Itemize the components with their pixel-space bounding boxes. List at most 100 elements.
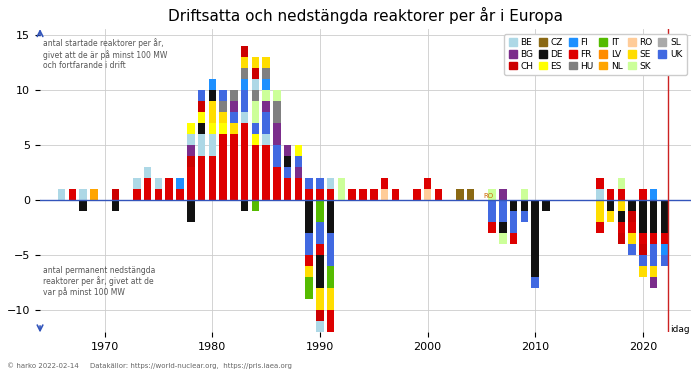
Bar [617, 233, 625, 244]
Bar [241, 79, 248, 90]
Bar [499, 233, 507, 244]
Bar [316, 189, 323, 200]
Bar [661, 255, 668, 266]
Bar [521, 211, 528, 222]
Bar [198, 112, 205, 123]
Bar [510, 211, 517, 233]
Bar [133, 189, 141, 200]
Bar [69, 189, 76, 200]
Bar [209, 79, 216, 90]
Bar [316, 222, 323, 244]
Bar [251, 101, 259, 123]
Bar [284, 145, 291, 156]
Bar [542, 200, 550, 211]
Bar [531, 277, 539, 288]
Bar [219, 112, 227, 123]
Bar [607, 200, 615, 211]
Bar [617, 189, 625, 200]
Bar [489, 200, 496, 222]
Bar [510, 200, 517, 211]
Bar [209, 90, 216, 101]
Bar [327, 200, 335, 233]
Bar [251, 145, 259, 200]
Bar [413, 189, 421, 200]
Bar [467, 189, 475, 200]
Bar [489, 222, 496, 233]
Bar [510, 233, 517, 244]
Bar [262, 79, 270, 90]
Bar [337, 178, 345, 200]
Bar [209, 123, 216, 134]
Bar [435, 189, 442, 200]
Bar [198, 156, 205, 200]
Bar [262, 134, 270, 145]
Bar [639, 233, 647, 244]
Bar [381, 178, 388, 189]
Bar [391, 189, 399, 200]
Bar [381, 189, 388, 200]
Bar [650, 189, 657, 200]
Bar [79, 189, 87, 200]
Bar [144, 167, 151, 178]
Bar [176, 189, 184, 200]
Bar [241, 200, 248, 211]
Bar [273, 101, 281, 123]
Bar [639, 266, 647, 277]
Bar [650, 200, 657, 233]
Bar [424, 178, 431, 189]
Bar [316, 178, 323, 189]
Bar [187, 123, 195, 134]
Bar [531, 200, 539, 277]
Bar [617, 200, 625, 211]
Bar [607, 211, 615, 222]
Bar [187, 200, 195, 222]
Bar [262, 57, 270, 68]
Bar [219, 134, 227, 200]
Bar [316, 255, 323, 288]
Bar [327, 266, 335, 288]
Bar [650, 277, 657, 288]
Bar [15, 189, 22, 200]
Bar [251, 68, 259, 79]
Bar [230, 134, 237, 200]
Bar [144, 178, 151, 200]
Bar [327, 178, 335, 189]
Bar [370, 189, 377, 200]
Bar [241, 68, 248, 79]
Bar [661, 233, 668, 244]
Bar [187, 156, 195, 167]
Bar [629, 200, 636, 211]
Bar [262, 90, 270, 101]
Bar [617, 178, 625, 189]
Bar [596, 222, 603, 233]
Bar [316, 244, 323, 255]
Bar [230, 101, 237, 112]
Bar [617, 222, 625, 233]
Bar [209, 101, 216, 123]
Bar [219, 90, 227, 101]
Bar [155, 189, 162, 200]
Bar [284, 156, 291, 167]
Bar [251, 79, 259, 90]
Bar [79, 200, 87, 211]
Bar [230, 112, 237, 123]
Bar [230, 90, 237, 101]
Bar [596, 178, 603, 189]
Bar [284, 178, 291, 200]
Bar [521, 200, 528, 211]
Bar [617, 211, 625, 222]
Bar [629, 222, 636, 233]
Bar [499, 200, 507, 222]
Bar [639, 255, 647, 266]
Bar [639, 244, 647, 255]
Bar [650, 266, 657, 277]
Text: RO: RO [484, 193, 494, 199]
Bar [650, 233, 657, 244]
Bar [456, 189, 463, 200]
Bar [305, 189, 313, 200]
Bar [596, 189, 603, 200]
Bar [305, 255, 313, 266]
Bar [58, 189, 65, 200]
Text: antal startade reaktorer per år,
givet att de är på minst 100 MW
och fortfarande: antal startade reaktorer per år, givet a… [43, 38, 168, 70]
Bar [230, 123, 237, 134]
